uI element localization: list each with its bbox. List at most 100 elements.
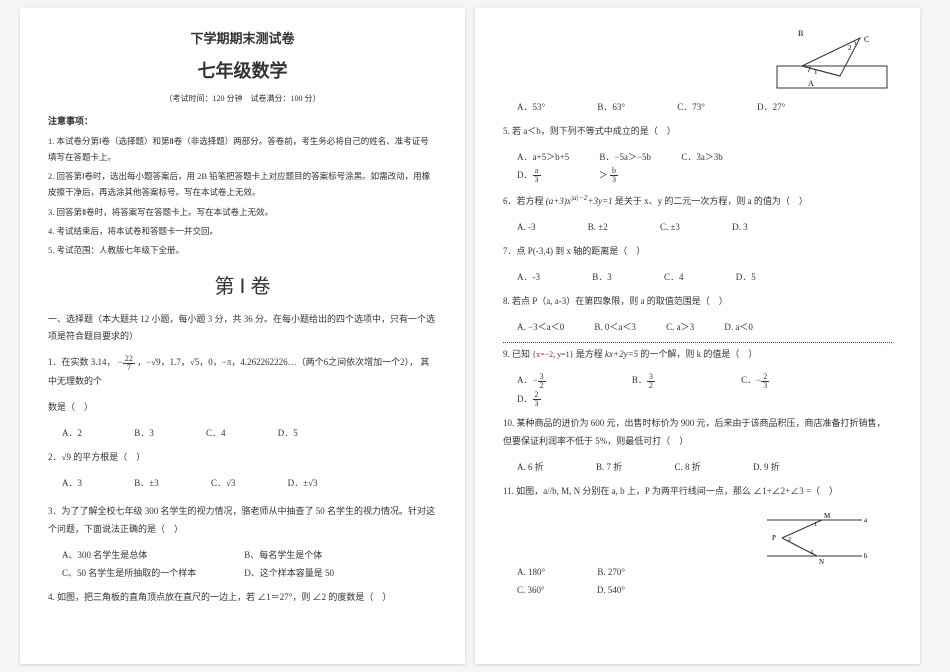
svg-text:1: 1 bbox=[814, 522, 817, 528]
q2-option-a: A．3 bbox=[62, 474, 82, 492]
q2-option-c: C．√3 bbox=[211, 474, 235, 492]
q9-option-b: B．32 bbox=[632, 371, 711, 389]
q9-options: A．−32 B．32 C．−23 D．23 bbox=[517, 371, 892, 408]
q5-option-c: C．3a＞3b bbox=[681, 148, 723, 166]
q7-options: A．-3 B．3 C．4 D．5 bbox=[517, 268, 892, 286]
question-9: 9. 已知 {x=−2, y=1} 是方程 kx+2y=5 的一个解，则 k 的… bbox=[503, 345, 892, 363]
q10-option-c: C. 8 折 bbox=[675, 458, 701, 476]
q3-option-a: A、300 名学生是总体 bbox=[62, 546, 242, 564]
q9-eq: kx+2y=5 bbox=[605, 349, 638, 359]
section-1-desc: 一、选择题（本大题共 12 小题，每小题 3 分，共 36 分。在每小题给出的四… bbox=[48, 311, 437, 345]
q8-option-c: C. a＞3 bbox=[666, 318, 694, 336]
doc-subtitle: （考试时间：120 分钟 试卷满分：100 分） bbox=[48, 93, 437, 104]
q6-options: A. -3 B. ±2 C. ±3 D. 3 bbox=[517, 218, 892, 236]
svg-text:3: 3 bbox=[810, 550, 813, 556]
q11-option-d: D. 540° bbox=[597, 581, 625, 599]
q10-option-b: B. 7 折 bbox=[596, 458, 622, 476]
notice-item: 2. 回答第Ⅰ卷时，选出每小题答案后，用 2B 铅笔把答题卡上对应题目的答案标号… bbox=[48, 168, 437, 200]
doc-title-2: 七年级数学 bbox=[48, 57, 437, 83]
q7-option-d: D．5 bbox=[736, 268, 756, 286]
svg-text:2: 2 bbox=[848, 44, 852, 52]
q1-options: A．2 B．3 C．4 D．5 bbox=[62, 424, 437, 442]
q1-stem-a: 1．在实数 3.14， bbox=[48, 357, 116, 367]
q9-system: {x=−2, y=1} bbox=[532, 350, 573, 359]
svg-text:a: a bbox=[864, 516, 868, 524]
notice-item: 4. 考试结束后，将本试卷和答题卡一并交回。 bbox=[48, 223, 437, 239]
q4-option-d: D．27° bbox=[757, 98, 785, 116]
notice-heading: 注意事项： bbox=[48, 114, 437, 127]
question-2: 2．√9 的平方根是（ ） bbox=[48, 448, 437, 466]
svg-text:A: A bbox=[808, 79, 814, 88]
q6-expr: (a+3)x|a|−2+3y=1 bbox=[546, 196, 613, 206]
q4-option-a: A．53° bbox=[517, 98, 545, 116]
q3-option-d: D、这个样本容量是 50 bbox=[244, 568, 334, 578]
q10-option-d: D. 9 折 bbox=[753, 458, 780, 476]
q1-option-d: D．5 bbox=[278, 424, 298, 442]
q2-option-d: D．±√3 bbox=[288, 474, 318, 492]
q9-option-c: C．−23 bbox=[741, 371, 825, 389]
q1-fraction: 227 bbox=[123, 355, 135, 372]
q7-option-a: A．-3 bbox=[517, 268, 540, 286]
q1-option-a: A．2 bbox=[62, 424, 82, 442]
q4-options: A．53° B．63° C．73° D．27° bbox=[517, 98, 892, 116]
q8-option-b: B. 0＜a＜3 bbox=[594, 318, 636, 336]
q1-stem-b: ，−√9，1.7，√5，0，−π，4.262262226…（两个6之间依次增加一… bbox=[137, 357, 418, 367]
question-8: 8. 若点 P（a, a-3）在第四象限，则 a 的取值范围是（ ） bbox=[503, 292, 892, 310]
q4-option-b: B．63° bbox=[597, 98, 625, 116]
q8-options: A. −3＜a＜0 B. 0＜a＜3 C. a＞3 D. a＜0 bbox=[517, 318, 892, 336]
page-left: 下学期期末测试卷 七年级数学 （考试时间：120 分钟 试卷满分：100 分） … bbox=[20, 8, 465, 664]
q8-option-d: D. a＜0 bbox=[724, 318, 753, 336]
question-1: 1．在实数 3.14， −227 ，−√9，1.7，√5，0，−π，4.2622… bbox=[48, 353, 437, 389]
q2-option-b: B．±3 bbox=[134, 474, 158, 492]
svg-text:P: P bbox=[772, 534, 776, 542]
q6-option-c: C. ±3 bbox=[660, 218, 680, 236]
q3-option-b: B、每名学生是个体 bbox=[244, 550, 322, 560]
notice-item: 3. 回答第Ⅱ卷时，将答案写在答题卡上。写在本试卷上无效。 bbox=[48, 204, 437, 220]
question-10: 10. 某种商品的进价为 600 元，出售时标价为 900 元，后来由于该商品积… bbox=[503, 414, 892, 450]
q5-option-a: A．a+5＞b+5 bbox=[517, 148, 569, 166]
divider bbox=[503, 342, 892, 343]
q6-option-a: A. -3 bbox=[517, 218, 536, 236]
q7-option-c: C．4 bbox=[664, 268, 684, 286]
svg-text:N: N bbox=[819, 558, 824, 566]
q4-diagram: B C A 1 2 bbox=[772, 28, 892, 98]
svg-text:b: b bbox=[864, 552, 868, 560]
q6-option-b: B. ±2 bbox=[588, 218, 608, 236]
q5-option-b: B．−5a＞−5b bbox=[599, 148, 651, 166]
notice-item: 5. 考试范围：人教版七年级下全册。 bbox=[48, 242, 437, 258]
q10-option-a: A. 6 折 bbox=[517, 458, 544, 476]
question-11: 11. 如图，a//b, M, N 分别在 a, b 上，P 为两平行线间一点，… bbox=[503, 482, 892, 500]
q9-option-a: A．−32 bbox=[517, 371, 602, 389]
q11-option-b: B. 270° bbox=[597, 563, 625, 581]
q1-stem-d: 数是（ ） bbox=[48, 398, 437, 416]
q1-option-b: B．3 bbox=[134, 424, 154, 442]
notice-item: 1. 本试卷分第Ⅰ卷（选择题）和第Ⅱ卷（非选择题）两部分。答卷前，考生务必将自己… bbox=[48, 133, 437, 165]
q6-option-d: D. 3 bbox=[732, 218, 748, 236]
question-4: 4. 如图，把三角板的直角顶点放在直尺的一边上，若 ∠1＝27°，则 ∠2 的度… bbox=[48, 588, 437, 606]
q11-option-c: C. 360° bbox=[517, 581, 545, 599]
q3-option-c: C、50 名学生是所抽取的一个样本 bbox=[62, 564, 242, 582]
q2-options: A．3 B．±3 C．√3 D．±√3 bbox=[62, 474, 437, 492]
q3-options: A、300 名学生是总体 B、每名学生是个体 C、50 名学生是所抽取的一个样本… bbox=[62, 546, 437, 582]
question-5: 5. 若 a＜b，则下列不等式中成立的是（ ） bbox=[503, 122, 892, 140]
section-1-title: 第 Ⅰ 卷 bbox=[48, 270, 437, 299]
svg-text:2: 2 bbox=[788, 537, 791, 543]
svg-text:B: B bbox=[798, 29, 803, 38]
svg-text:1: 1 bbox=[814, 68, 818, 76]
doc-title-1: 下学期期末测试卷 bbox=[48, 28, 437, 47]
q10-options: A. 6 折 B. 7 折 C. 8 折 D. 9 折 bbox=[517, 458, 892, 476]
svg-text:C: C bbox=[864, 35, 869, 44]
q11-options: A. 180° B. 270° C. 360° D. 540° bbox=[517, 563, 892, 599]
q5-options: A．a+5＞b+5 B．−5a＞−5b C．3a＞3b D．a3 ＞ b3 bbox=[517, 148, 892, 184]
q7-option-b: B．3 bbox=[592, 268, 612, 286]
page-right: B C A 1 2 A．53° B．63° C．73° D．27° 5. 若 a… bbox=[475, 8, 920, 664]
q11-option-a: A. 180° bbox=[517, 563, 545, 581]
q1-option-c: C．4 bbox=[206, 424, 226, 442]
question-3: 3．为了了解全校七年级 300 名学生的视力情况，骆老师从中抽查了 50 名学生… bbox=[48, 502, 437, 538]
q4-option-c: C．73° bbox=[677, 98, 705, 116]
question-7: 7．点 P(-3,4) 到 x 轴的距离是（ ） bbox=[503, 242, 892, 260]
q8-option-a: A. −3＜a＜0 bbox=[517, 318, 564, 336]
q9-option-d: D．23 bbox=[517, 390, 597, 408]
q11-diagram: M a P N b 1 2 3 bbox=[762, 508, 872, 568]
svg-text:M: M bbox=[824, 512, 831, 520]
